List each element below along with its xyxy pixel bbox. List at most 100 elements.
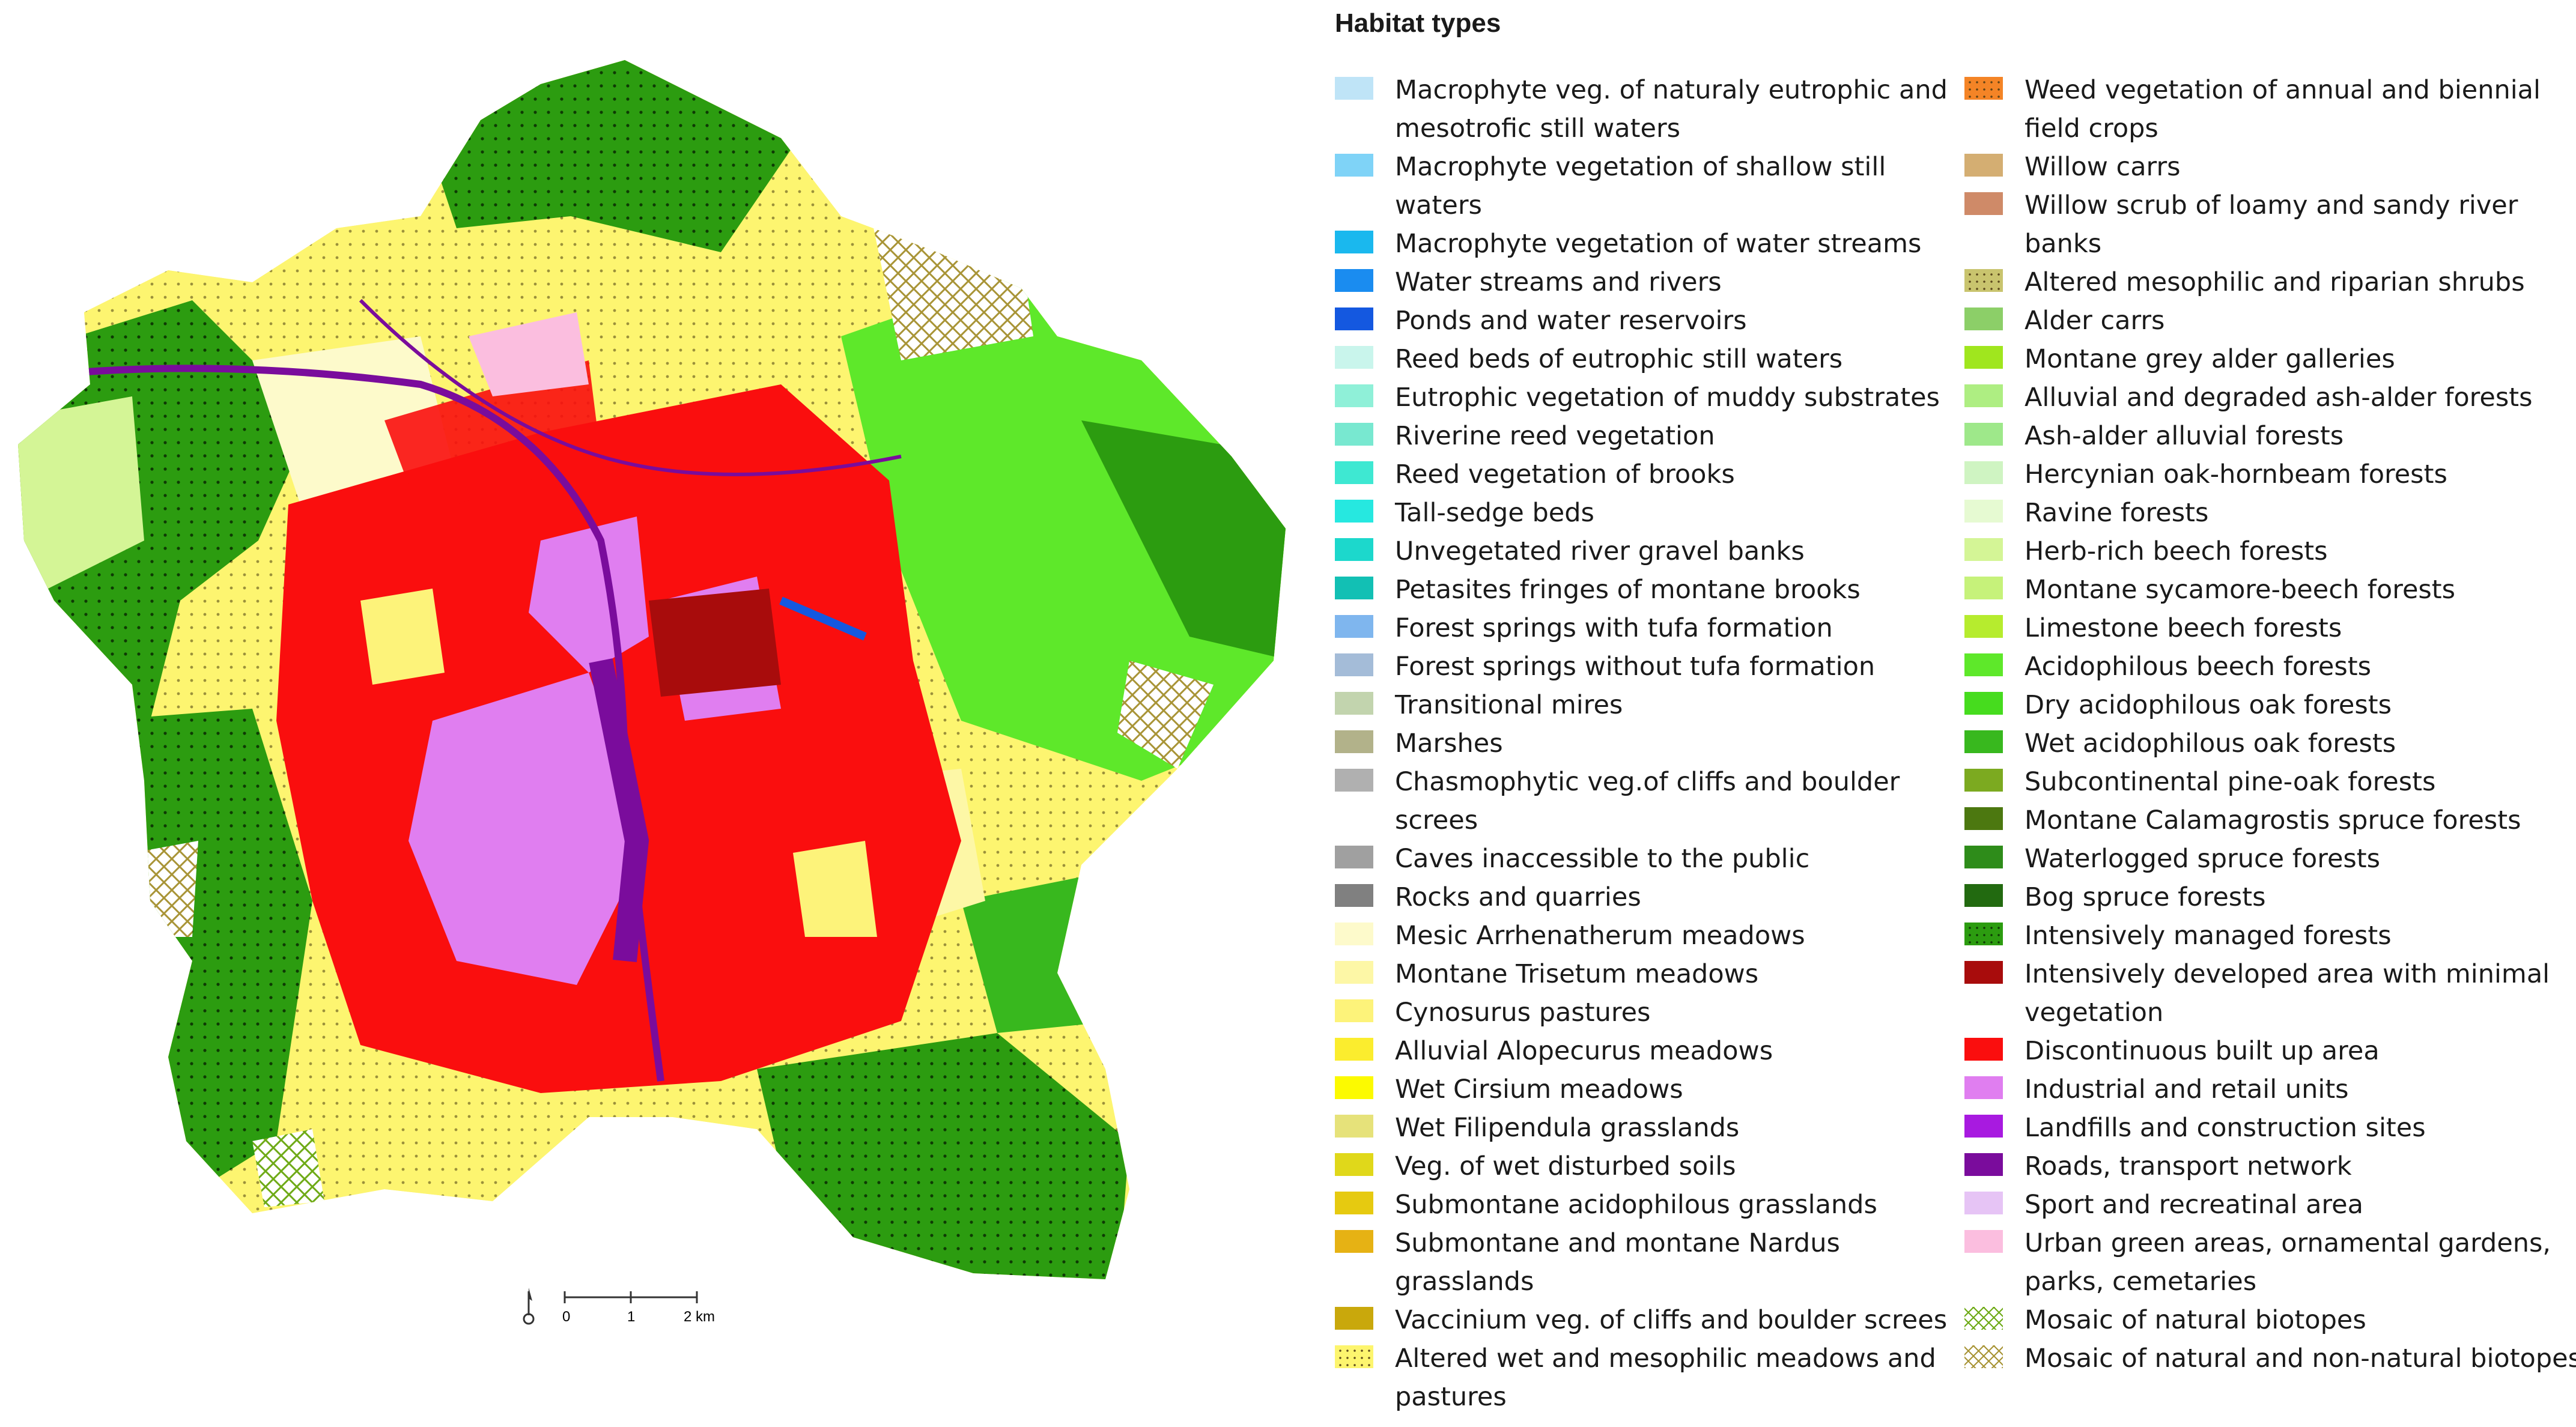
- legend-swatch: [1335, 538, 1373, 561]
- legend-label: Cynosurus pastures: [1395, 998, 1651, 1028]
- legend-label: Industrial and retail units: [2025, 1074, 2349, 1104]
- legend-label: Urban green areas, ornamental gardens, p…: [2025, 1228, 2551, 1297]
- legend-item: Rocks and quarries: [1335, 878, 1972, 916]
- legend-label: Montane Trisetum meadows: [1395, 959, 1759, 989]
- legend-item: Herb-rich beech forests: [1964, 532, 2576, 571]
- legend-label: Landfills and construction sites: [2025, 1113, 2426, 1143]
- legend-label: Mosaic of natural and non-natural biotop…: [2025, 1344, 2576, 1374]
- legend-label: Alder carrs: [2025, 306, 2165, 336]
- legend-item: Water streams and rivers: [1335, 263, 1972, 301]
- legend-swatch: [1335, 308, 1373, 330]
- legend-swatch: [1964, 308, 2003, 330]
- legend-label: Waterlogged spruce forests: [2025, 844, 2381, 874]
- legend-label: Rocks and quarries: [1395, 882, 1641, 912]
- legend-label: Macrophyte vegetation of shallow still w…: [1395, 152, 1886, 220]
- legend-item: Caves inaccessible to the public: [1335, 840, 1972, 878]
- legend-swatch: [1335, 1115, 1373, 1138]
- legend-swatch: [1964, 807, 2003, 830]
- legend-swatch: [1964, 1115, 2003, 1138]
- legend-item: Reed vegetation of brooks: [1335, 455, 1972, 494]
- legend-swatch: [1335, 1153, 1373, 1176]
- legend-swatch: [1964, 884, 2003, 907]
- legend-label: Sport and recreatinal area: [2025, 1190, 2363, 1220]
- legend-swatch: [1964, 577, 2003, 599]
- legend-label: Roads, transport network: [2025, 1151, 2352, 1181]
- legend-swatch: [1964, 346, 2003, 369]
- legend-item: Weed vegetation of annual and biennial f…: [1964, 71, 2576, 148]
- legend-swatch: [1964, 1153, 2003, 1176]
- legend-swatch: [1964, 423, 2003, 446]
- legend-label: Ravine forests: [2025, 498, 2209, 528]
- legend-swatch: [1964, 500, 2003, 523]
- scale-tick-label: 1: [627, 1309, 635, 1325]
- scale-tick-label: 2 km: [684, 1309, 715, 1325]
- legend-swatch: [1335, 961, 1373, 984]
- legend-swatch: [1335, 384, 1373, 407]
- legend-item: Discontinuous built up area: [1964, 1032, 2576, 1070]
- legend-item: Ash-alder alluvial forests: [1964, 417, 2576, 455]
- legend-item: Ravine forests: [1964, 494, 2576, 532]
- legend-swatch: [1335, 154, 1373, 177]
- legend-item: Hercynian oak-hornbeam forests: [1964, 455, 2576, 494]
- legend-item: Tall-sedge beds: [1335, 494, 1972, 532]
- legend-label: Subcontinental pine-oak forests: [2025, 767, 2436, 797]
- legend-item: Waterlogged spruce forests: [1964, 840, 2576, 878]
- legend-label: Dry acidophilous oak forests: [2025, 690, 2392, 720]
- legend-label: Riverine reed vegetation: [1395, 421, 1715, 451]
- legend-swatch: [1335, 269, 1373, 292]
- legend-label: Vaccinium veg. of cliffs and boulder scr…: [1395, 1305, 1948, 1335]
- legend-item: Unvegetated river gravel banks: [1335, 532, 1972, 571]
- legend-swatch: [1964, 154, 2003, 177]
- legend-label: Bog spruce forests: [2025, 882, 2266, 912]
- legend-item: Vaccinium veg. of cliffs and boulder scr…: [1335, 1301, 1972, 1339]
- legend-swatch: [1335, 692, 1373, 715]
- legend-label: Transitional mires: [1395, 690, 1623, 720]
- legend-swatch: [1964, 923, 2003, 945]
- legend-swatch: [1964, 192, 2003, 215]
- legend-label: Willow scrub of loamy and sandy river ba…: [2025, 190, 2518, 259]
- legend-item: Ponds and water reservoirs: [1335, 301, 1972, 340]
- legend-label: Petasites fringes of montane brooks: [1395, 575, 1861, 605]
- legend-swatch: [1335, 884, 1373, 907]
- legend-item: Roads, transport network: [1964, 1147, 2576, 1186]
- legend-item: Montane Trisetum meadows: [1335, 955, 1972, 993]
- legend-item: Eutrophic vegetation of muddy substrates: [1335, 378, 1972, 417]
- legend-item: Montane sycamore-beech forests: [1964, 571, 2576, 609]
- legend-item: Chasmophytic veg.of cliffs and boulder s…: [1335, 763, 1972, 840]
- legend-swatch: [1335, 923, 1373, 945]
- legend-item: Alder carrs: [1964, 301, 2576, 340]
- legend-item: Intensively managed forests: [1964, 916, 2576, 955]
- legend-swatch: [1335, 615, 1373, 638]
- legend-item: Petasites fringes of montane brooks: [1335, 571, 1972, 609]
- legend-label: Alluvial and degraded ash-alder forests: [2025, 383, 2533, 413]
- legend-item: Willow carrs: [1964, 148, 2576, 186]
- legend-item: Mesic Arrhenatherum meadows: [1335, 916, 1972, 955]
- legend-item: Altered wet and mesophilic meadows and p…: [1335, 1339, 1972, 1416]
- legend-label: Intensively managed forests: [2025, 921, 2392, 951]
- legend-item: Alluvial and degraded ash-alder forests: [1964, 378, 2576, 417]
- legend-label: Alluvial Alopecurus meadows: [1395, 1036, 1773, 1066]
- legend-label: Ponds and water reservoirs: [1395, 306, 1747, 336]
- legend-swatch: [1335, 1345, 1373, 1368]
- legend-swatch: [1964, 269, 2003, 292]
- legend-item: Urban green areas, ornamental gardens, p…: [1964, 1224, 2576, 1301]
- legend-item: Marshes: [1335, 724, 1972, 763]
- legend-swatch: [1964, 384, 2003, 407]
- legend-swatch: [1335, 577, 1373, 599]
- scale-bar: 0 1 2 km: [523, 1288, 715, 1325]
- legend-label: Willow carrs: [2025, 152, 2181, 182]
- legend-label: Acidophilous beech forests: [2025, 652, 2371, 682]
- legend-label: Wet Cirsium meadows: [1395, 1074, 1683, 1104]
- legend-label: Caves inaccessible to the public: [1395, 844, 1810, 874]
- legend-swatch: [1335, 846, 1373, 868]
- legend-label: Macrophyte veg. of naturaly eutrophic an…: [1395, 75, 1948, 144]
- legend-label: Mesic Arrhenatherum meadows: [1395, 921, 1805, 951]
- legend-label: Tall-sedge beds: [1395, 498, 1594, 528]
- legend-item: Wet acidophilous oak forests: [1964, 724, 2576, 763]
- legend-label: Forest springs without tufa formation: [1395, 652, 1876, 682]
- legend-item: Macrophyte vegetation of water streams: [1335, 225, 1972, 263]
- legend-item: Bog spruce forests: [1964, 878, 2576, 916]
- legend-swatch: [1335, 769, 1373, 792]
- legend-item: Limestone beech forests: [1964, 609, 2576, 647]
- legend-label: Montane Calamagrostis spruce forests: [2025, 805, 2521, 835]
